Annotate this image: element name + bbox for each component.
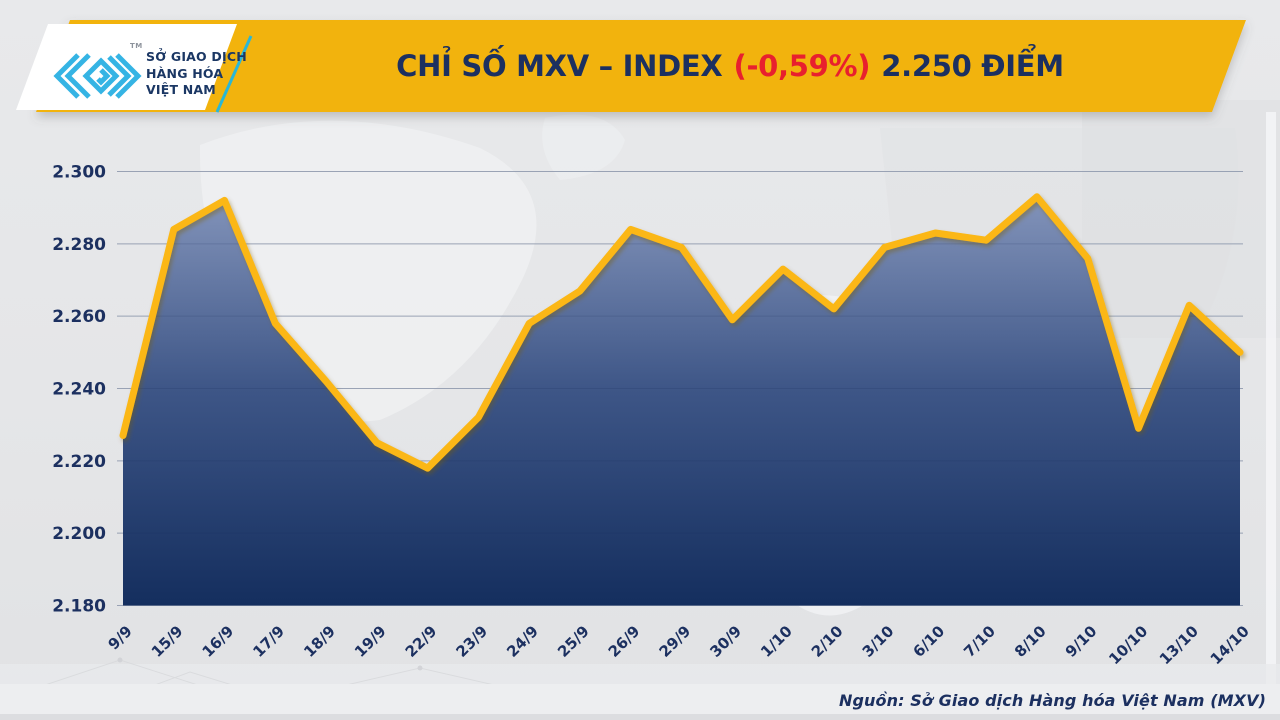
logo-diamond-inner xyxy=(96,68,111,86)
y-tick-label: 2.260 xyxy=(52,307,106,327)
x-tick-label: 10/10 xyxy=(1105,622,1151,668)
y-tick-label: 2.200 xyxy=(52,524,106,544)
x-tick-label: 6/10 xyxy=(909,622,948,661)
area-fill xyxy=(123,196,1240,606)
mxv-logo-mark xyxy=(53,53,142,99)
source-text: Nguồn: Sở Giao dịch Hàng hóa Việt Nam (M… xyxy=(838,690,1266,710)
x-tick-label: 3/10 xyxy=(859,622,898,661)
logo-chevron-right-inner xyxy=(107,55,132,97)
source-band: Nguồn: Sở Giao dịch Hàng hóa Việt Nam (M… xyxy=(0,684,1280,716)
x-tick-label: 9/9 xyxy=(104,622,135,653)
y-tick-label: 2.220 xyxy=(52,452,106,472)
map-continent-greenland xyxy=(542,114,625,180)
y-tick-label: 2.280 xyxy=(52,235,106,255)
bottom-strip xyxy=(0,714,1280,720)
x-tick-label: 18/9 xyxy=(300,622,339,661)
logo-chevron-left-inner xyxy=(64,53,91,99)
logo-diamond-outer xyxy=(82,57,120,95)
title-main: CHỈ SỐ MXV – INDEX xyxy=(396,49,723,83)
title-points: 2.250 ĐIỂM xyxy=(881,49,1064,83)
logo-accent-slash xyxy=(215,35,253,113)
x-axis-labels: 9/9 15/9 16/9 17/9 18/9 19/9 22/9 23/9 24/9 25/9 2… xyxy=(104,622,1252,668)
x-tick-label: 26/9 xyxy=(605,622,644,661)
logo-org-line1: SỞ GIAO DỊCH xyxy=(146,49,247,64)
x-tick-label: 17/9 xyxy=(249,622,288,661)
y-tick-label: 2.180 xyxy=(52,597,106,617)
map-patch-right xyxy=(1082,100,1280,338)
trademark-label: TM xyxy=(130,42,143,50)
x-tick-label: 19/9 xyxy=(351,622,390,661)
header-banner xyxy=(16,20,1246,113)
logo-org-line2: HÀNG HÓA xyxy=(146,65,224,81)
banner-shape xyxy=(36,20,1246,112)
x-tick-label: 29/9 xyxy=(656,622,695,661)
x-tick-label: 22/9 xyxy=(402,622,441,661)
x-tick-label: 16/9 xyxy=(199,622,238,661)
gridlines-overlay xyxy=(117,171,1243,606)
y-axis-labels: 2.180 2.200 2.220 2.240 2.260 2.280 2.300 xyxy=(52,163,106,617)
right-highlight-strip xyxy=(1266,112,1276,712)
x-tick-label: 24/9 xyxy=(503,622,542,661)
logo-org-name: SỞ GIAO DỊCH HÀNG HÓA VIỆT NAM xyxy=(146,49,247,99)
title-change-percent: (-0,59%) xyxy=(733,49,871,83)
logo-chevron-left-outer xyxy=(53,53,80,99)
chart-title: CHỈ SỐ MXV – INDEX (-0,59%) 2.250 ĐIỂM xyxy=(255,20,1205,112)
x-tick-label: 25/9 xyxy=(554,622,593,661)
x-tick-label: 8/10 xyxy=(1011,622,1050,661)
y-tick-label: 2.300 xyxy=(52,163,106,183)
x-tick-label: 13/10 xyxy=(1156,622,1202,668)
x-tick-label: 14/10 xyxy=(1207,622,1253,668)
x-tick-label: 2/10 xyxy=(808,622,847,661)
y-tick-label: 2.240 xyxy=(52,380,106,400)
x-tick-label: 23/9 xyxy=(452,622,491,661)
x-tick-label: 7/10 xyxy=(960,622,999,661)
x-tick-label: 1/10 xyxy=(757,622,796,661)
logo-chevron-right-outer xyxy=(115,53,142,99)
x-tick-label: 30/9 xyxy=(706,622,745,661)
logo-org-line3: VIỆT NAM xyxy=(146,82,216,97)
x-tick-label: 9/10 xyxy=(1062,622,1101,661)
x-tick-label: 15/9 xyxy=(148,622,187,661)
index-line xyxy=(119,193,1244,472)
